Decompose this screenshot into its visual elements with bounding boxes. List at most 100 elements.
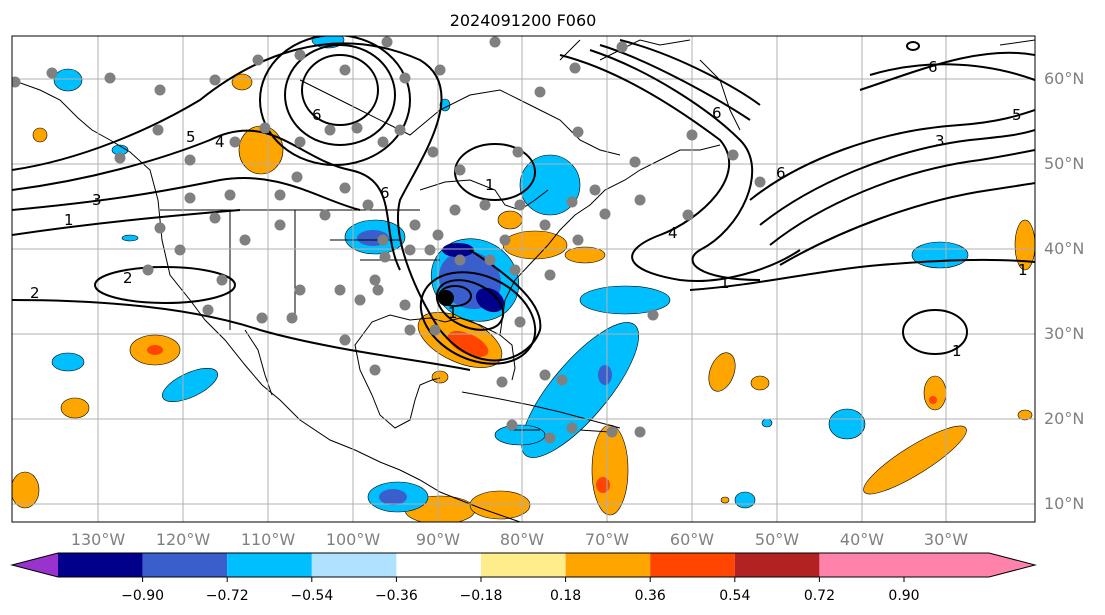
latitude-labels: 60°N 50°N 40°N 30°N 20°N 10°N xyxy=(1044,69,1084,513)
height-contours xyxy=(12,36,1035,371)
station-marker xyxy=(544,269,556,281)
station-marker xyxy=(394,124,406,136)
lon-label: 80°W xyxy=(500,530,544,549)
station-marker xyxy=(294,136,306,148)
colorbar-extend-max xyxy=(819,553,1035,577)
station-marker xyxy=(534,86,546,98)
contour-label: 3 xyxy=(92,191,102,209)
station-marker xyxy=(509,264,521,276)
colorbar-tick-label: 0.72 xyxy=(804,588,835,604)
station-marker xyxy=(184,154,196,166)
colorbar-tick-label: −0.18 xyxy=(460,588,503,604)
station-marker xyxy=(629,156,641,168)
station-marker xyxy=(114,152,126,164)
station-marker xyxy=(599,208,611,220)
station-marker xyxy=(429,324,441,336)
colorbar-extend-min xyxy=(12,553,58,577)
lon-label: 130°W xyxy=(71,530,126,549)
station-marker xyxy=(556,374,568,386)
station-marker xyxy=(46,67,58,79)
station-marker xyxy=(409,219,421,231)
colorbar-segment xyxy=(227,553,312,577)
station-marker xyxy=(339,64,351,76)
station-marker xyxy=(381,36,393,48)
colorbar-segment xyxy=(311,553,397,577)
station-marker xyxy=(104,72,116,84)
colorbar-tick-label: −0.36 xyxy=(375,588,418,604)
station-marker xyxy=(354,294,366,306)
station-markers xyxy=(12,36,766,444)
station-marker xyxy=(174,244,186,256)
station-marker xyxy=(339,334,351,346)
contour-label: 1 xyxy=(720,274,730,292)
station-marker xyxy=(154,222,166,234)
station-marker xyxy=(616,41,628,53)
lon-label: 60°W xyxy=(670,530,714,549)
contour-label: 1 xyxy=(448,304,458,322)
lat-label: 30°N xyxy=(1044,324,1084,343)
station-marker xyxy=(569,62,581,74)
station-marker xyxy=(686,129,698,141)
colorbar-tick-label: −0.90 xyxy=(121,588,164,604)
station-marker xyxy=(539,219,551,231)
lon-label: 50°W xyxy=(755,530,799,549)
contour-label: 3 xyxy=(935,132,945,150)
station-marker xyxy=(682,209,694,221)
station-marker xyxy=(351,122,363,134)
colorbar-segment xyxy=(396,553,481,577)
contour-label: 6 xyxy=(712,104,722,122)
station-marker xyxy=(252,54,264,66)
station-marker xyxy=(184,192,196,204)
contour-labels: 6 6 5 5 4 3 1 1 2 2 6 6 6 4 3 1 1 1 1 xyxy=(30,58,1028,360)
map-area: 6 6 5 5 4 3 1 1 2 2 6 6 6 4 3 1 1 1 1 xyxy=(12,36,1035,522)
contour-label: 6 xyxy=(776,164,786,182)
station-marker xyxy=(484,254,496,266)
station-marker xyxy=(294,49,306,61)
station-marker xyxy=(209,212,221,224)
lon-label: 90°W xyxy=(416,530,460,549)
station-marker xyxy=(404,324,416,336)
station-marker xyxy=(566,422,578,434)
station-marker xyxy=(449,204,461,216)
colorbar: −0.90 −0.72 −0.54 −0.36 −0.18 0.18 0.36 … xyxy=(10,552,1037,604)
contour-label: 1 xyxy=(64,211,74,229)
station-marker xyxy=(514,199,526,211)
station-marker xyxy=(319,209,331,221)
station-marker xyxy=(291,171,303,183)
station-marker xyxy=(379,251,391,263)
colorbar-tick-label: 0.18 xyxy=(550,588,581,604)
lon-label: 120°W xyxy=(156,530,211,549)
contour-label: 2 xyxy=(30,284,40,302)
station-marker xyxy=(294,284,306,296)
storm-center-marker xyxy=(438,290,454,306)
map-title: 2024091200 F060 xyxy=(450,11,597,30)
station-marker xyxy=(209,74,221,86)
station-marker xyxy=(506,419,518,431)
station-marker xyxy=(454,164,466,176)
station-marker xyxy=(634,194,646,206)
colorbar-segment xyxy=(481,553,566,577)
lon-label: 110°W xyxy=(241,530,296,549)
colorbar-tick-label: 0.54 xyxy=(719,588,750,604)
longitude-labels: 130°W 120°W 110°W 100°W 90°W 80°W 70°W 6… xyxy=(71,530,968,549)
station-marker xyxy=(369,274,381,286)
station-marker xyxy=(634,426,646,438)
station-marker xyxy=(606,426,618,438)
station-marker xyxy=(424,244,436,256)
station-marker xyxy=(512,146,524,158)
colorbar-segment xyxy=(565,553,651,577)
station-marker xyxy=(377,136,389,148)
station-marker xyxy=(286,312,298,324)
station-marker xyxy=(454,254,466,266)
station-marker xyxy=(259,122,271,134)
station-marker xyxy=(479,199,491,211)
station-marker xyxy=(647,309,659,321)
station-marker xyxy=(239,234,251,246)
station-marker xyxy=(12,76,21,88)
station-marker xyxy=(727,149,739,161)
station-marker xyxy=(539,369,551,381)
station-marker xyxy=(496,376,508,388)
lat-label: 50°N xyxy=(1044,154,1084,173)
station-marker xyxy=(427,146,439,158)
station-marker xyxy=(514,316,526,328)
